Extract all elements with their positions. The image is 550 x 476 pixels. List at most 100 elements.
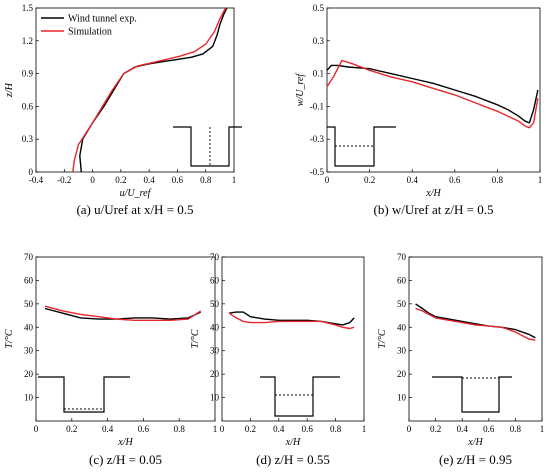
- x-tick-label: 0.6: [483, 424, 495, 434]
- x-tick-label: -0.2: [57, 175, 71, 185]
- y-tick-label: 50: [24, 299, 34, 309]
- x-tick-label: 0.2: [245, 424, 256, 434]
- y-axis-label: w/U_ref: [295, 73, 306, 107]
- y-tick-label: 60: [397, 275, 407, 285]
- canyon-outline: [327, 126, 396, 167]
- panel-caption: (b) w/Uref at z/H = 0.5: [374, 202, 494, 217]
- canyon-inset: [260, 376, 340, 417]
- x-tick-label: 0.6: [302, 424, 314, 434]
- y-tick-label: 70: [24, 252, 34, 262]
- x-tick-label: 0.2: [115, 175, 126, 185]
- x-tick-label: 0.4: [102, 424, 114, 434]
- plot-frame: [326, 7, 541, 173]
- x-tick-label: 0.2: [66, 424, 77, 434]
- y-tick-label: -0.3: [310, 134, 325, 144]
- legend-label: Wind tunnel exp.: [68, 14, 137, 25]
- x-tick-label: 1: [213, 424, 218, 434]
- x-tick-label: 0.4: [457, 424, 469, 434]
- y-tick-label: 60: [210, 275, 220, 285]
- y-tick-label: 0.3: [22, 134, 34, 144]
- x-tick-label: 1: [540, 424, 545, 434]
- x-tick-label: 0.4: [273, 424, 285, 434]
- x-tick-label: 0.4: [144, 175, 156, 185]
- plot-frame: [408, 256, 543, 422]
- legend-label: Simulation: [68, 27, 112, 38]
- y-tick-label: 70: [210, 252, 220, 262]
- y-tick-label: 30: [24, 346, 34, 356]
- x-tick-label: 0.8: [174, 424, 186, 434]
- panel-caption: (c) z/H = 0.05: [89, 452, 162, 467]
- y-tick-label: 20: [210, 369, 220, 379]
- canyon-outline: [38, 376, 130, 413]
- canyon-inset: [38, 376, 130, 413]
- chart-panel-4: 0 0.2 0.4 0.6 0.8 1 10 20 30 40 50 60 70 x/H T/°C (d) z…: [190, 252, 366, 467]
- y-tick-label: 1.5: [22, 3, 34, 13]
- chart-panel-3: 0 0.2 0.4 0.6 0.8 1 10 20 30 40 50 60 70 x/H T/°C (c) z…: [4, 252, 217, 467]
- y-tick-label: 70: [397, 252, 407, 262]
- x-axis-label: x/H: [425, 188, 441, 199]
- canyon-inset: [432, 376, 512, 413]
- panel-caption: (d) z/H = 0.55: [256, 452, 330, 467]
- x-axis-label: x/H: [467, 437, 483, 448]
- y-tick-label: 20: [24, 369, 34, 379]
- plot-frame: [221, 256, 365, 422]
- y-tick-label: 50: [210, 299, 220, 309]
- y-tick-label: 10: [24, 393, 34, 403]
- x-tick-label: 0.6: [172, 175, 184, 185]
- series-line-simulation: [326, 59, 539, 129]
- canyon-outline: [432, 376, 512, 413]
- series-line-experiment: [415, 303, 536, 339]
- x-axis-label: x/H: [285, 437, 301, 448]
- y-tick-label: 10: [210, 393, 220, 403]
- y-tick-label: 0.9: [22, 69, 34, 79]
- series-line-simulation: [228, 312, 355, 330]
- x-tick-label: 0.8: [200, 175, 212, 185]
- plot-frame: [35, 256, 216, 422]
- y-axis-label: T/°C: [190, 329, 201, 348]
- y-tick-label: 1.2: [22, 36, 33, 46]
- y-axis-label: z/H: [4, 82, 15, 98]
- y-tick-label: 40: [24, 322, 34, 332]
- series-line-experiment: [228, 311, 355, 326]
- x-tick-label: -0.4: [29, 175, 44, 185]
- y-tick-label: 0.1: [313, 69, 324, 79]
- x-tick-label: 0: [407, 424, 412, 434]
- chart-panel-2: 0 0.2 0.4 0.6 0.8 1 -0.5 -0.3 -0.1 0.1 0.3 0.5 x/H w/…: [295, 3, 542, 217]
- x-tick-label: 1: [232, 175, 237, 185]
- x-axis-label: u/U_ref: [120, 188, 152, 199]
- y-tick-label: 0.5: [313, 3, 325, 13]
- series-line-experiment: [44, 307, 201, 320]
- y-tick-label: 0.6: [22, 101, 34, 111]
- x-tick-label: 0.2: [430, 424, 441, 434]
- y-tick-label: 0: [29, 167, 34, 177]
- y-tick-label: 40: [210, 322, 220, 332]
- y-tick-label: 20: [397, 369, 407, 379]
- series-line-experiment: [326, 64, 539, 124]
- series-line-simulation: [415, 307, 536, 341]
- y-tick-label: 0.3: [313, 36, 325, 46]
- y-tick-label: 50: [397, 299, 407, 309]
- panel-caption: (a) u/Uref at x/H = 0.5: [76, 202, 193, 217]
- x-tick-label: 0.8: [330, 424, 342, 434]
- canyon-outline: [260, 376, 340, 417]
- y-tick-label: -0.5: [310, 167, 325, 177]
- x-tick-label: 0: [220, 424, 225, 434]
- x-axis-label: x/H: [117, 437, 133, 448]
- x-tick-label: 0.8: [492, 175, 504, 185]
- x-tick-label: 0.6: [449, 175, 461, 185]
- x-tick-label: 0.4: [407, 175, 419, 185]
- chart-panel-1: -0.4 -0.2 0 0.2 0.4 0.6 0.8 1 0 0.3 0.6 0.9 1.2 1.5 u/…: [4, 3, 242, 217]
- y-axis-label: T/°C: [4, 329, 15, 348]
- canyon-inset: [327, 126, 396, 167]
- x-tick-label: 1: [538, 175, 543, 185]
- x-tick-label: 0.8: [510, 424, 522, 434]
- y-axis-label: T/°C: [377, 329, 388, 348]
- x-tick-label: 0.6: [138, 424, 150, 434]
- canyon-inset: [173, 126, 242, 167]
- panel-caption: (e) z/H = 0.95: [439, 452, 512, 467]
- y-tick-label: 40: [397, 322, 407, 332]
- y-tick-label: 30: [397, 346, 407, 356]
- y-tick-label: 30: [210, 346, 220, 356]
- plot-frame: [35, 7, 235, 173]
